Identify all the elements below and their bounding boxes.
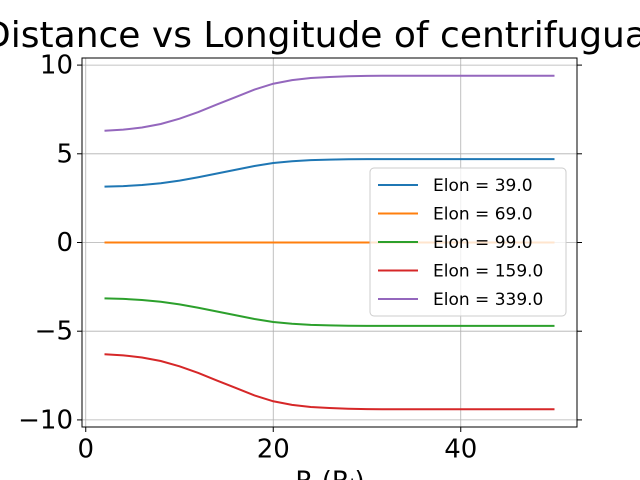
legend-label: Elon = 99.0 (433, 233, 533, 253)
y-tick-label: −5 (35, 317, 73, 347)
legend-label: Elon = 339.0 (433, 290, 543, 310)
y-tick-label: 10 (40, 51, 73, 81)
y-tick-label: 5 (56, 139, 73, 169)
x-axis-label: R (Rⱼ) (295, 467, 364, 480)
legend-label: Elon = 39.0 (433, 176, 533, 196)
line (104, 158, 555, 188)
line (104, 353, 555, 411)
plot-frame (81, 57, 578, 428)
y-tick-label: 0 (56, 228, 73, 258)
line (104, 297, 555, 327)
chart-title: Distance vs Longitude of centrifugual (0, 15, 640, 56)
legend-label: Elon = 69.0 (433, 205, 533, 225)
legend-label: Elon = 159.0 (433, 262, 543, 282)
x-tick-label: 0 (77, 435, 94, 465)
line (104, 74, 555, 132)
y-tick-label: −10 (18, 405, 73, 435)
x-tick-label: 40 (444, 435, 477, 465)
legend-box (369, 167, 567, 317)
x-tick-label: 20 (257, 435, 290, 465)
